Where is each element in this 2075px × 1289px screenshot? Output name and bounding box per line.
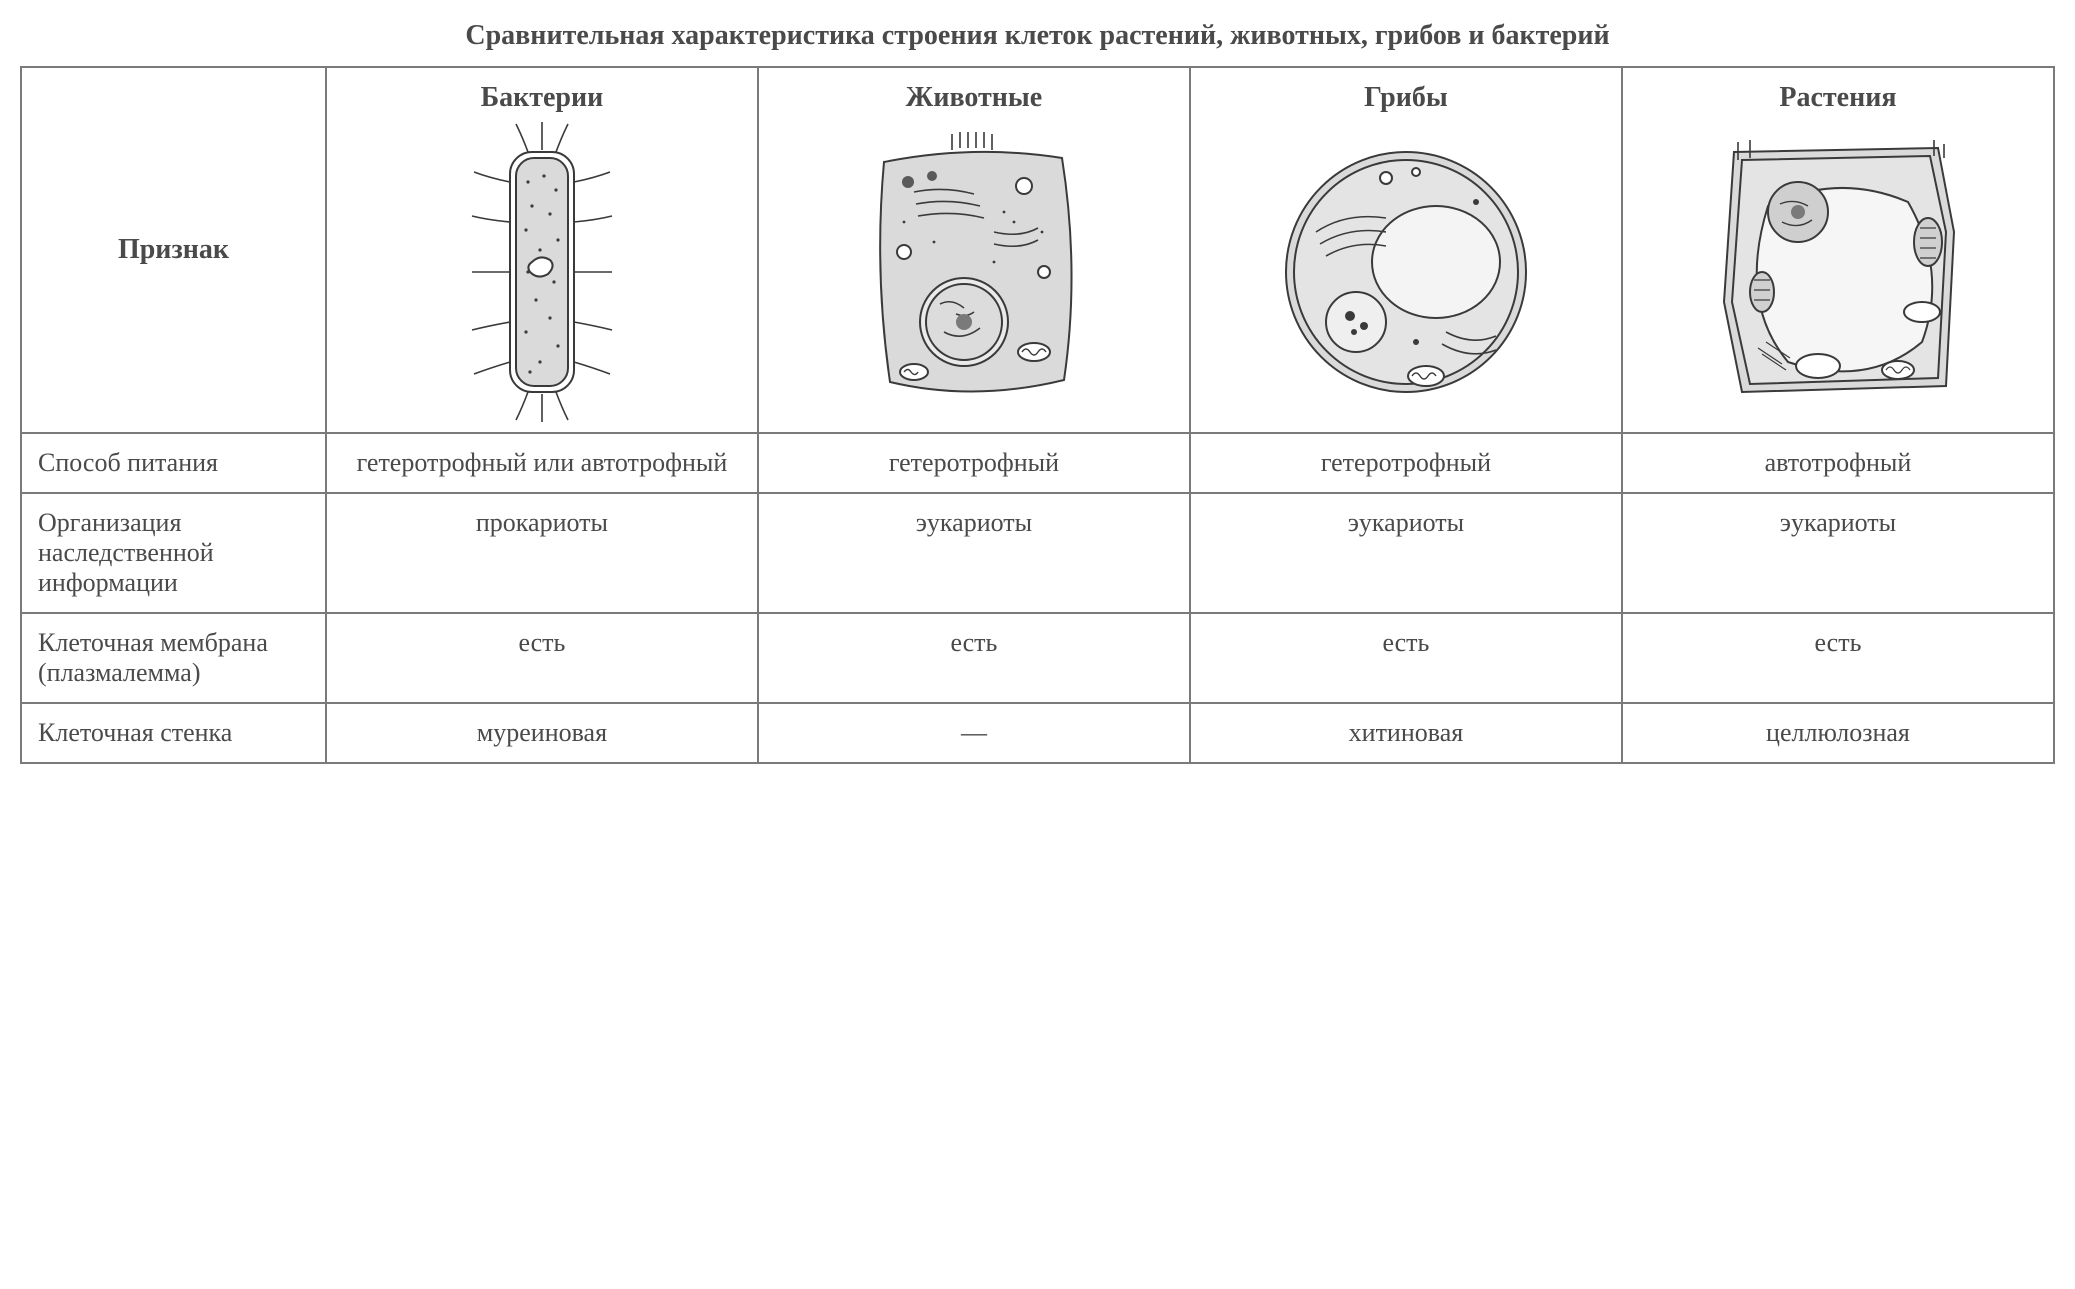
row-label: Клеточная мембрана (плазмалемма): [21, 613, 326, 703]
cell: хитиновая: [1190, 703, 1622, 763]
cell: эукариоты: [1622, 493, 2054, 613]
table-row: Организация наследственной информации пр…: [21, 493, 2054, 613]
cell: эукариоты: [1190, 493, 1622, 613]
table-row: Клеточная стенка муреиновая — хитиновая …: [21, 703, 2054, 763]
fungi-diagram: [1201, 122, 1611, 422]
cell: есть: [758, 613, 1190, 703]
cell: гетеротрофный или автотрофный: [326, 433, 758, 493]
cell: есть: [326, 613, 758, 703]
cell: гетеротрофный: [758, 433, 1190, 493]
col-animals-header: Животные: [758, 67, 1190, 433]
cell: —: [758, 703, 1190, 763]
cell: целлюлозная: [1622, 703, 2054, 763]
animal-diagram: [769, 122, 1179, 422]
cell: прокариоты: [326, 493, 758, 613]
col-bacteria-label: Бактерии: [337, 82, 747, 114]
col-animals-label: Животные: [769, 82, 1179, 114]
col-fungi-label: Грибы: [1201, 82, 1611, 114]
cell: есть: [1622, 613, 2054, 703]
col-plants-label: Растения: [1633, 82, 2043, 114]
plant-diagram: [1633, 122, 2043, 422]
header-row: Признак Бактерии: [21, 67, 2054, 433]
row-label: Клеточная стенка: [21, 703, 326, 763]
cell: гетеротрофный: [1190, 433, 1622, 493]
bacteria-diagram: [337, 122, 747, 422]
table-row: Клеточная мембрана (плазмалемма) есть ес…: [21, 613, 2054, 703]
col-bacteria-header: Бактерии: [326, 67, 758, 433]
page-title: Сравнительная характеристика строения кл…: [20, 20, 2055, 52]
cell: автотрофный: [1622, 433, 2054, 493]
comparison-table: Признак Бактерии: [20, 66, 2055, 764]
cell: есть: [1190, 613, 1622, 703]
feature-header: Признак: [21, 67, 326, 433]
row-label: Способ питания: [21, 433, 326, 493]
cell: эукариоты: [758, 493, 1190, 613]
row-label: Организация наследственной информации: [21, 493, 326, 613]
col-fungi-header: Грибы: [1190, 67, 1622, 433]
cell: муреиновая: [326, 703, 758, 763]
table-row: Способ питания гетеротрофный или автотро…: [21, 433, 2054, 493]
col-plants-header: Растения: [1622, 67, 2054, 433]
